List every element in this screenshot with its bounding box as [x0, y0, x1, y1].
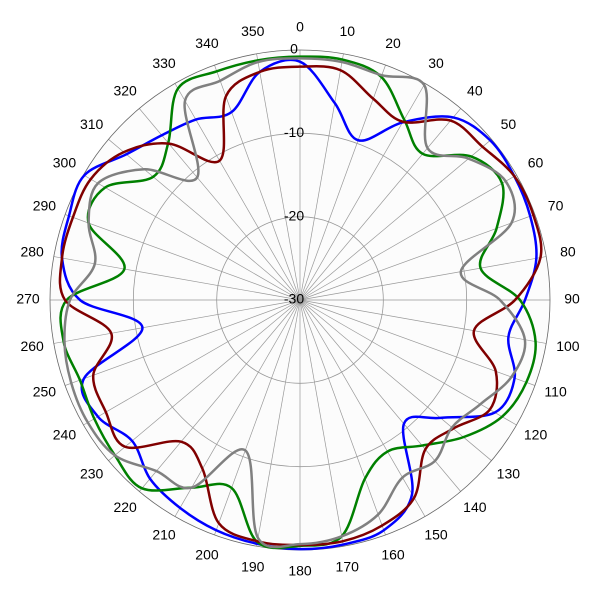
spoke	[299, 299, 547, 344]
spoke	[299, 256, 547, 301]
spoke	[299, 299, 386, 536]
spoke	[299, 299, 426, 517]
series-line	[63, 57, 527, 549]
spoke	[299, 139, 492, 301]
r-tick-label: -20	[284, 207, 304, 223]
angle-label: 130	[497, 466, 521, 482]
spoke	[299, 299, 461, 492]
grid-ring	[132, 132, 468, 468]
spoke	[174, 299, 301, 517]
angle-label: 240	[53, 427, 77, 443]
angle-label: 60	[528, 155, 544, 171]
spoke	[256, 299, 301, 547]
spoke	[299, 299, 344, 547]
spoke	[256, 53, 301, 301]
spoke	[139, 108, 301, 301]
angle-label: 260	[20, 338, 44, 354]
spoke	[64, 299, 301, 386]
angle-label: 140	[463, 499, 487, 515]
angle-label: 320	[113, 82, 137, 98]
spoke	[299, 64, 386, 301]
angle-label: 220	[113, 499, 137, 515]
angle-label: 340	[195, 35, 219, 51]
angle-label: 170	[336, 559, 360, 575]
angle-label: 20	[385, 35, 401, 51]
angle-label: 10	[339, 23, 355, 39]
angle-label: 350	[241, 23, 265, 39]
angle-label: 330	[152, 55, 176, 71]
r-tick-label: -30	[284, 291, 304, 307]
angle-label: 180	[288, 563, 312, 579]
spoke	[139, 299, 301, 492]
angle-label: 300	[53, 155, 77, 171]
spoke	[214, 64, 301, 301]
angle-label: 90	[564, 291, 580, 307]
spoke	[108, 299, 301, 461]
spoke	[299, 174, 517, 301]
spoke	[83, 299, 301, 426]
spoke	[299, 53, 344, 301]
spoke	[299, 299, 492, 461]
angle-label: 290	[33, 198, 57, 214]
angle-label: 50	[501, 116, 517, 132]
angle-label: 250	[33, 384, 57, 400]
angle-label: 80	[560, 243, 576, 259]
angle-label: 70	[548, 198, 564, 214]
spoke	[214, 299, 301, 536]
angle-label: 0	[296, 19, 304, 35]
angle-label: 200	[195, 546, 219, 562]
spoke	[64, 214, 301, 301]
angle-label: 190	[241, 559, 265, 575]
angle-label: 100	[556, 338, 580, 354]
angle-label: 270	[16, 291, 40, 307]
spoke	[83, 174, 301, 301]
angle-label: 150	[424, 526, 448, 542]
angle-label: 110	[544, 384, 567, 400]
grid-ring	[216, 216, 384, 384]
angle-label: 280	[20, 243, 44, 259]
angle-label: 310	[80, 116, 104, 132]
angle-label: 30	[428, 55, 444, 71]
angle-label: 160	[381, 546, 405, 562]
angle-label: 40	[467, 82, 483, 98]
spoke	[108, 139, 301, 301]
spoke	[299, 108, 461, 301]
spoke	[53, 299, 301, 344]
angle-label: 120	[524, 427, 548, 443]
r-tick-label: -10	[284, 124, 304, 140]
r-tick-label: 0	[290, 41, 298, 57]
angle-label: 230	[80, 466, 104, 482]
angle-label: 210	[152, 526, 176, 542]
